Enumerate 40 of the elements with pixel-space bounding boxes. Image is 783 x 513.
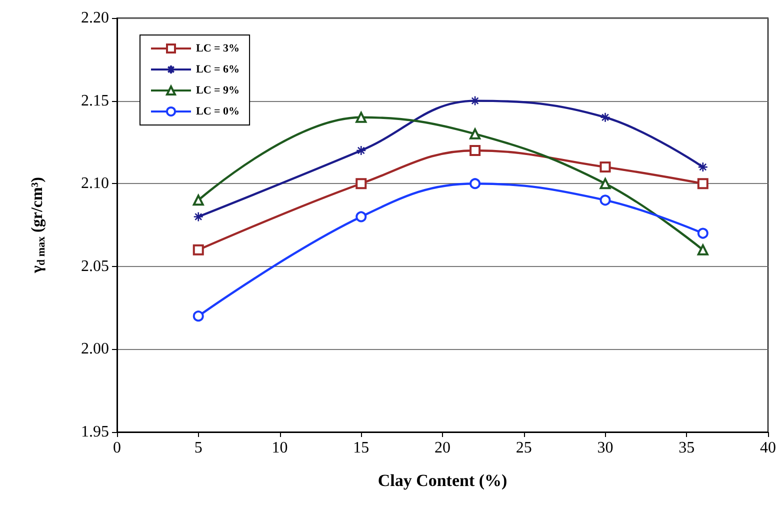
point [470, 144, 481, 156]
y-tick-label: 2.10 [81, 175, 109, 192]
point [697, 244, 708, 256]
x-tick-label: 30 [597, 440, 614, 456]
x-axis-title: Clay Content (%) [378, 471, 508, 490]
point [192, 194, 204, 206]
point [192, 310, 204, 322]
legend-label: LC = 9% [196, 84, 240, 96]
y-tick-label: 2.15 [81, 92, 109, 110]
point [600, 112, 610, 123]
point [697, 228, 708, 239]
x-tick-label: 25 [516, 440, 532, 456]
legend-label: LC = 0% [196, 106, 240, 118]
x-tick-label: 0 [113, 440, 121, 456]
x-tick-label: 40 [760, 440, 776, 456]
legend-label: LC = 6% [196, 64, 240, 76]
point [470, 128, 481, 140]
x-tick-label: 5 [194, 440, 202, 456]
y-tick-label: 1.95 [81, 424, 109, 440]
point [697, 178, 708, 190]
point [600, 178, 611, 190]
x-tick-label: 20 [434, 440, 450, 456]
point [600, 194, 611, 206]
point [193, 212, 204, 222]
y-axis-title: γd max (gr/cm³) [29, 177, 48, 274]
point [356, 211, 367, 222]
point [356, 112, 367, 123]
point [600, 162, 611, 173]
point [470, 178, 481, 190]
x-tick-label: 35 [678, 440, 695, 456]
y-tick-label: 2.05 [81, 258, 109, 275]
legend-label: LC = 3% [196, 42, 240, 54]
point [356, 145, 366, 156]
point [192, 244, 204, 256]
point [356, 178, 367, 190]
x-tick-label: 15 [353, 440, 370, 456]
y-tick-label: 2.20 [81, 10, 109, 26]
point [698, 162, 708, 172]
y-tick-label: 2.00 [81, 340, 109, 358]
x-tick-label: 10 [272, 440, 288, 456]
